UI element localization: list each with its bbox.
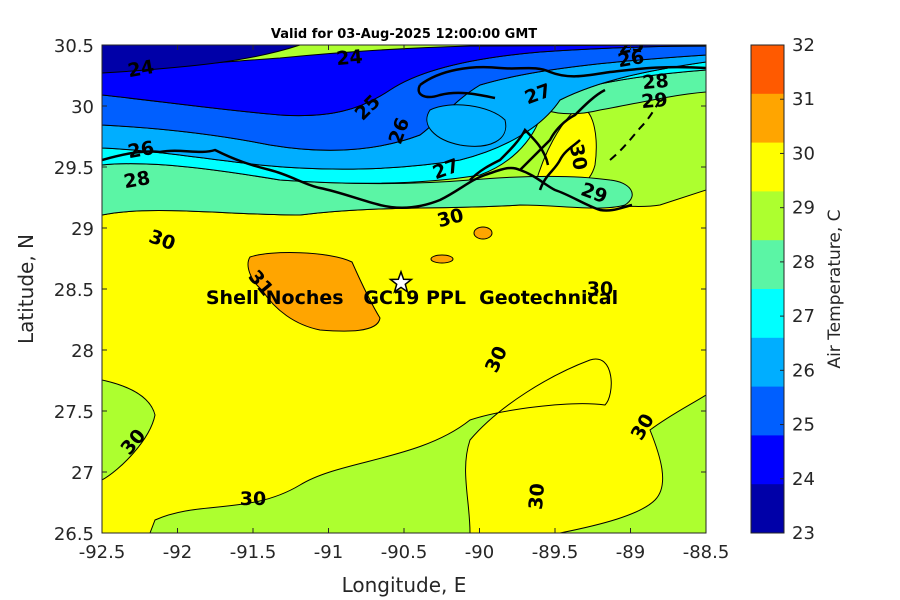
- colorbar-swatch: [751, 93, 784, 144]
- x-tick-label: -88.5: [683, 542, 730, 563]
- x-tick-label: -92: [163, 542, 192, 563]
- colorbar-label: Air Temperature, C: [825, 209, 845, 368]
- y-axis-label: Latitude, N: [14, 234, 38, 344]
- site-star-shape: [388, 269, 414, 294]
- contour-label: 24: [126, 56, 156, 82]
- figure-title: Valid for 03-Aug-2025 12:00:00 GMT: [271, 27, 537, 42]
- colorbar-tick-label: 32: [792, 35, 815, 56]
- x-axis-label: Longitude, E: [342, 573, 467, 597]
- temp-band-24-25: [102, 45, 706, 117]
- temp-band-31-small-a: [473, 226, 493, 240]
- colorbar-swatch: [751, 337, 784, 388]
- colorbar-swatch: [751, 289, 784, 339]
- x-tick-label: -90.5: [381, 542, 428, 563]
- star-icon: [388, 269, 414, 294]
- colorbar-swatch: [751, 142, 784, 192]
- temp-band-31-small-b: [430, 254, 454, 264]
- coastline-river: [609, 99, 661, 161]
- colorbar-tick-label: 26: [792, 360, 815, 381]
- x-tick-label: -91: [314, 542, 343, 563]
- contour-label: 28: [122, 167, 152, 193]
- y-tick-label: 28: [71, 341, 94, 362]
- colorbar-tick-label: 31: [792, 89, 815, 110]
- colorbar-swatch: [751, 191, 784, 241]
- colorbar-tick-label: 28: [792, 252, 815, 273]
- y-tick-label: 28.5: [54, 280, 94, 301]
- coastline-delta: [469, 88, 606, 191]
- y-tick-label: 30: [71, 97, 94, 118]
- contour-label: 24: [335, 46, 363, 70]
- contour-label: 26: [616, 46, 646, 72]
- colorbar: [751, 45, 784, 534]
- contour-label: 30: [240, 488, 266, 510]
- colorbar-tick-label: 30: [792, 143, 815, 164]
- x-tick-label: -91.5: [230, 542, 277, 563]
- contour-label: 28: [641, 70, 669, 94]
- y-tick-label: 30.5: [54, 36, 94, 57]
- map-plot: 24 24 25 25 26 26 26 27 27 28 28 29 29 3…: [102, 33, 706, 533]
- y-axis: 30.5 30 29.5 29 28.5 28 27.5 27 26.5: [54, 36, 706, 545]
- colorbar-tick-label: 23: [792, 523, 815, 544]
- coastline-north: [417, 65, 706, 100]
- colorbar-tick-label: 27: [792, 306, 815, 327]
- y-tick-label: 27.5: [54, 402, 94, 423]
- colorbar-frame: [750, 44, 785, 534]
- contour-label: 30: [565, 142, 591, 172]
- contour-label: 30: [587, 278, 613, 300]
- temp-band-23-24: [102, 45, 301, 74]
- contour-label: 26: [126, 137, 156, 163]
- contour-label: 25: [616, 33, 646, 59]
- x-tick-label: -89: [616, 542, 645, 563]
- y-tick-label: 27: [71, 463, 94, 484]
- contour-label: 30: [525, 482, 549, 510]
- x-tick-label: -89.5: [532, 542, 579, 563]
- temp-band-bay-pocket: [426, 104, 507, 147]
- y-tick-label: 29: [71, 219, 94, 240]
- colorbar-tick-label: 25: [792, 415, 815, 436]
- colorbar-tick-label: 24: [792, 469, 815, 490]
- colorbar-swatch: [751, 484, 784, 534]
- x-tick-label: -92.5: [79, 542, 126, 563]
- colorbar-swatch: [751, 45, 784, 95]
- coastline: [102, 148, 633, 212]
- colorbar-swatch: [751, 386, 784, 436]
- colorbar-ticks: 32 31 30 29 28 27 26 25 24 23: [780, 35, 815, 544]
- x-axis: -92.5 -92 -91.5 -91 -90.5 -90 -89.5 -89 -88.5: [79, 45, 730, 563]
- x-tick-label: -90: [465, 542, 494, 563]
- y-tick-label: 26.5: [54, 524, 94, 545]
- contour-label: 29: [640, 89, 668, 113]
- temp-band-31-32: [247, 252, 381, 332]
- colorbar-swatch: [751, 435, 784, 485]
- site-label: Shell Noches GC19 PPL Geotechnical: [206, 287, 618, 309]
- colorbar-swatch: [751, 240, 784, 290]
- colorbar-tick-label: 29: [792, 198, 815, 219]
- y-tick-label: 29.5: [54, 158, 94, 179]
